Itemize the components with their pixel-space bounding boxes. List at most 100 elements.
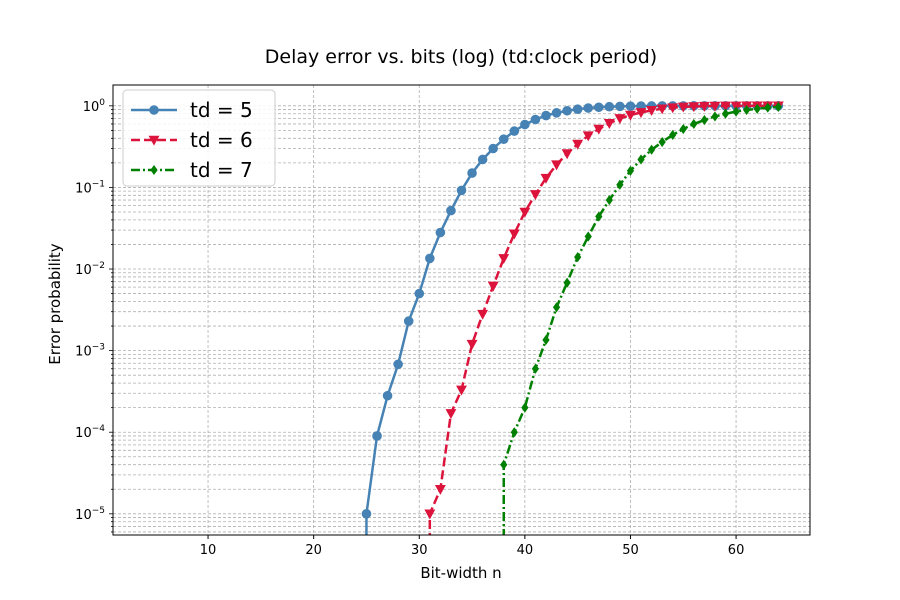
x-tick-label: 20 — [305, 543, 322, 558]
data-point — [614, 114, 626, 125]
y-axis-label: Error probability — [46, 243, 64, 364]
legend-marker — [150, 164, 158, 176]
data-point — [711, 111, 719, 122]
data-point — [658, 136, 666, 148]
legend-label: td = 6 — [190, 128, 253, 152]
data-point — [435, 227, 446, 238]
y-tick-label: 10−4 — [75, 424, 105, 441]
data-point — [498, 134, 509, 144]
x-tick-label: 40 — [517, 543, 534, 558]
data-point — [403, 316, 414, 326]
data-point — [615, 101, 625, 112]
data-point — [593, 102, 604, 113]
data-point — [774, 101, 782, 112]
data-point — [477, 309, 489, 320]
legend-marker — [148, 135, 160, 146]
data-point — [572, 104, 583, 114]
data-point — [593, 124, 605, 135]
legend-marker — [149, 105, 159, 115]
data-point — [563, 277, 571, 288]
data-point — [677, 102, 689, 113]
data-point — [764, 102, 772, 113]
legend-box — [122, 89, 276, 187]
y-tick-label: 10−3 — [75, 343, 105, 360]
data-point — [595, 211, 603, 222]
data-point — [446, 205, 456, 216]
data-point — [425, 253, 435, 264]
data-point — [488, 143, 498, 154]
axes-ticks: 10 20 30 40 50 60 10−5 10−4 10−3 10−2 10−1 100 — [75, 98, 744, 558]
data-point — [582, 131, 594, 142]
data-point — [572, 139, 584, 150]
data-point — [445, 409, 457, 420]
legend-entry: td = 7 — [131, 158, 253, 182]
data-point — [625, 101, 636, 111]
data-point — [424, 509, 436, 520]
data-point — [743, 104, 751, 116]
data-point — [635, 108, 647, 119]
data-point — [604, 101, 615, 112]
data-point — [382, 390, 393, 401]
data-point — [646, 106, 658, 117]
data-point — [498, 254, 510, 265]
data-point — [372, 431, 382, 441]
data-point — [508, 229, 520, 240]
data-point — [562, 105, 572, 116]
legend-entry: td = 5 — [131, 98, 253, 122]
data-point — [605, 195, 613, 206]
data-point — [667, 103, 679, 114]
data-point — [456, 385, 467, 396]
y-tick-label: 10−1 — [75, 179, 105, 196]
data-point — [540, 173, 552, 184]
data-point — [542, 334, 550, 346]
data-point — [753, 103, 761, 114]
y-tick-label: 10−5 — [75, 506, 105, 523]
data-point — [510, 427, 518, 438]
data-point — [551, 108, 562, 118]
data-point — [732, 106, 740, 117]
plot-frame — [112, 84, 811, 536]
data-point — [574, 252, 582, 263]
data-point — [656, 104, 668, 115]
data-point — [519, 207, 531, 218]
data-point — [709, 101, 721, 112]
data-point — [456, 185, 467, 196]
data-point — [531, 363, 540, 374]
y-tick-label: 100 — [83, 98, 106, 115]
plot-series — [361, 101, 784, 535]
legend-label: td = 7 — [190, 158, 253, 182]
data-point — [434, 484, 446, 495]
series-3 — [500, 101, 782, 535]
legend-entry: td = 6 — [131, 128, 253, 152]
data-point — [616, 179, 624, 190]
x-tick-label: 60 — [728, 543, 745, 558]
series-2 — [424, 101, 784, 535]
data-point — [552, 302, 561, 313]
x-tick-label: 50 — [622, 543, 639, 558]
data-point — [500, 459, 508, 470]
data-point — [584, 231, 592, 242]
x-tick-label: 30 — [411, 543, 428, 558]
data-point — [700, 114, 709, 126]
data-point — [698, 101, 710, 112]
data-point — [688, 102, 700, 113]
data-point — [414, 288, 425, 299]
data-point — [637, 154, 645, 165]
data-point — [647, 144, 656, 155]
data-point — [561, 149, 573, 160]
x-axis-label: Bit-width n — [420, 564, 501, 582]
data-point — [487, 281, 499, 292]
data-point — [541, 110, 551, 121]
data-point — [530, 114, 541, 125]
data-point — [625, 110, 636, 121]
data-point — [477, 154, 488, 165]
data-point — [509, 126, 520, 136]
data-point — [529, 190, 541, 201]
data-point — [730, 101, 742, 112]
data-point — [520, 119, 530, 130]
data-point — [466, 339, 478, 350]
data-point — [603, 119, 615, 129]
data-point — [583, 103, 594, 113]
data-point — [669, 129, 677, 140]
